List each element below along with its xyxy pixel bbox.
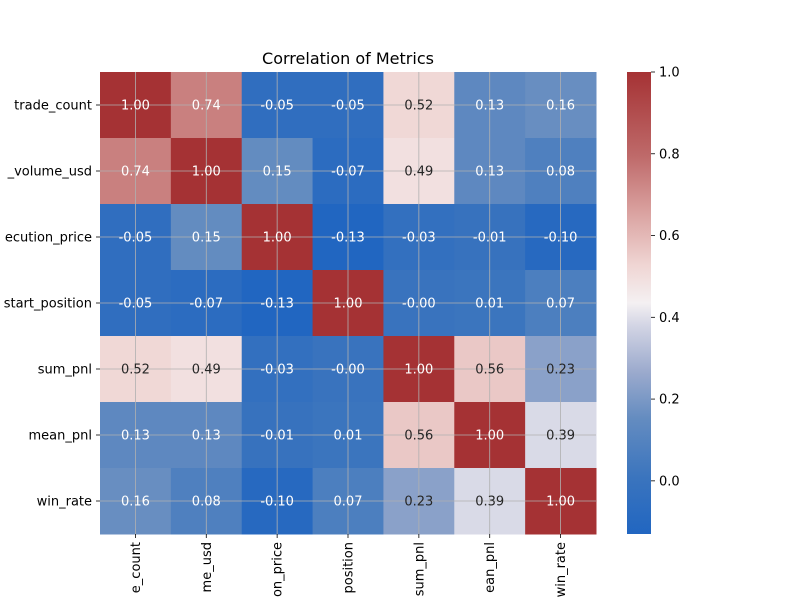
x-tick-label: position — [342, 542, 357, 594]
heatmap-value-label: 0.56 — [404, 429, 433, 444]
heatmap-value-label: 1.00 — [121, 99, 150, 114]
y-tick-label: mean_pnl — [29, 429, 92, 444]
heatmap-value-label: 1.00 — [263, 231, 292, 246]
heatmap-value-label: 0.01 — [475, 297, 504, 312]
x-tick-label: e_count — [129, 542, 144, 593]
heatmap-value-label: 0.08 — [546, 165, 575, 180]
heatmap-value-label: -0.13 — [331, 231, 365, 246]
heatmap-value-label: -0.05 — [119, 231, 153, 246]
heatmap-value-label: -0.03 — [260, 363, 294, 378]
heatmap-value-label: 1.00 — [546, 495, 575, 510]
heatmap-value-label: 0.23 — [404, 495, 433, 510]
heatmap-value-label: -0.05 — [260, 99, 294, 114]
chart-title: Correlation of Metrics — [262, 49, 434, 68]
x-tick-label: sum_pnl — [412, 542, 427, 596]
heatmap-value-label: 0.15 — [192, 231, 221, 246]
heatmap-gridlines — [100, 72, 596, 534]
heatmap-value-label: 0.56 — [475, 363, 504, 378]
y-tick-label: trade_count — [14, 99, 92, 114]
colorbar-tick-label: 0.8 — [659, 147, 680, 162]
heatmap-value-label: 0.15 — [263, 165, 292, 180]
heatmap-value-label: 0.74 — [192, 99, 221, 114]
colorbar-tick-label: 0.4 — [659, 311, 680, 326]
colorbar-tick-label: 0.6 — [659, 229, 680, 244]
heatmap-value-label: 0.07 — [334, 495, 363, 510]
heatmap-value-label: -0.10 — [260, 495, 294, 510]
heatmap-value-label: -0.01 — [473, 231, 507, 246]
heatmap-value-label: 0.23 — [546, 363, 575, 378]
heatmap-value-label: -0.05 — [119, 297, 153, 312]
heatmap-value-label: 0.39 — [475, 495, 504, 510]
heatmap-value-label: 0.16 — [546, 99, 575, 114]
heatmap-value-label: 0.13 — [121, 429, 150, 444]
heatmap-value-label: -0.07 — [331, 165, 365, 180]
heatmap-value-label: -0.01 — [260, 429, 294, 444]
heatmap-value-labels: 1.00 0.74 -0.05 -0.05 0.52 0.13 0.16 0.74 1.00 0.… — [119, 99, 578, 510]
colorbar-tick-label: 0.2 — [659, 393, 680, 408]
heatmap-value-label: -0.00 — [402, 297, 436, 312]
heatmap-value-label: 0.07 — [546, 297, 575, 312]
heatmap-value-label: 0.52 — [404, 99, 433, 114]
y-tick-label: sum_pnl — [38, 363, 92, 378]
colorbar-ticks: 0.0 0.2 0.4 0.6 0.8 1.0 — [651, 66, 680, 489]
y-tick-label: _volume_usd — [7, 165, 92, 180]
y-tick-label: win_rate — [37, 495, 92, 510]
colorbar-gradient — [627, 72, 651, 534]
y-tick-label: ecution_price — [5, 231, 92, 246]
x-tick-label: win_rate — [554, 542, 569, 597]
heatmap-value-label: 0.13 — [475, 99, 504, 114]
y-axis-tick-labels: trade_count _volume_usd ecution_pricestart… — [4, 99, 100, 510]
y-tick-label: start_position — [4, 297, 92, 312]
heatmap-value-label: -0.10 — [544, 231, 578, 246]
x-axis-tick-labels: e_count me_usd on_price position sum_pnl ean_… — [129, 534, 569, 597]
heatmap-value-label: 0.01 — [334, 429, 363, 444]
heatmap-value-label: 0.13 — [192, 429, 221, 444]
heatmap-value-label: -0.05 — [331, 99, 365, 114]
heatmap-value-label: 0.49 — [192, 363, 221, 378]
heatmap-value-label: -0.07 — [189, 297, 223, 312]
heatmap-value-label: 0.52 — [121, 363, 150, 378]
x-tick-label: ean_pnl — [483, 542, 498, 593]
heatmap-value-label: -0.00 — [331, 363, 365, 378]
heatmap-value-label: 1.00 — [475, 429, 504, 444]
heatmap-value-label: 1.00 — [334, 297, 363, 312]
colorbar-tick-label: 1.0 — [659, 66, 680, 81]
heatmap-value-label: 1.00 — [192, 165, 221, 180]
colorbar-tick-label: 0.0 — [659, 474, 680, 489]
colorbar: 0.0 0.2 0.4 0.6 0.8 1.0 — [627, 66, 680, 534]
heatmap-value-label: 0.74 — [121, 165, 150, 180]
heatmap-value-label: 1.00 — [404, 363, 433, 378]
heatmap-value-label: 0.39 — [546, 429, 575, 444]
heatmap-value-label: 0.49 — [404, 165, 433, 180]
heatmap-value-label: 0.13 — [475, 165, 504, 180]
x-tick-label: on_price — [271, 542, 286, 597]
heatmap-value-label: -0.03 — [402, 231, 436, 246]
x-tick-label: me_usd — [200, 542, 215, 592]
heatmap-value-label: 0.08 — [192, 495, 221, 510]
heatmap-value-label: 0.16 — [121, 495, 150, 510]
heatmap-value-label: -0.13 — [260, 297, 294, 312]
